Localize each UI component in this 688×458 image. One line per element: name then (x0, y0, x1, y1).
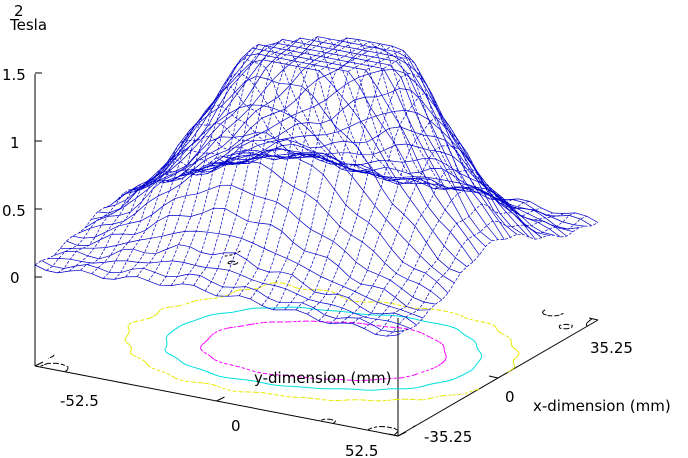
y-tick-label: -52.5 (60, 392, 99, 410)
surface-grid-line (261, 43, 462, 306)
surface-grid-line (397, 222, 599, 336)
surface-grid-line (228, 152, 592, 227)
y-tick-mark (397, 431, 407, 437)
surface-grid-line (159, 58, 360, 286)
surface-grid-line (204, 36, 406, 292)
surface-grid-line (352, 168, 553, 324)
surface-grid-line (159, 46, 524, 235)
surface-grid-line (103, 59, 468, 267)
contour-map (38, 250, 593, 436)
surface-grid-line (114, 123, 315, 280)
surface-grid-line (46, 149, 247, 271)
y-tick-mark (34, 361, 44, 367)
surface-grid-line (178, 110, 543, 238)
surface-grid-line (91, 149, 292, 274)
y-tick-label: 0 (231, 417, 241, 435)
surface-grid-line (307, 72, 508, 315)
z-tick-label: 0.5 (2, 202, 26, 220)
contour-line (200, 320, 447, 381)
surface-grid-line (122, 44, 486, 247)
contour-line (38, 250, 593, 436)
surface-grid-line (272, 45, 474, 311)
surface-grid-line (341, 145, 542, 324)
surface-grid-line (295, 57, 496, 311)
z-tick-label: 1 (10, 134, 20, 152)
x-tick-label: 35.25 (590, 339, 633, 357)
floor-frame (34, 317, 599, 437)
surface-grid-line (182, 38, 383, 284)
x-axis-label: x-dimension (mm) (533, 397, 671, 415)
surface-grid-line (148, 73, 349, 282)
surface-grid-line (216, 153, 580, 230)
surface-grid-line (284, 50, 485, 311)
surface-grid-line (193, 37, 394, 286)
surface-grid-line (125, 104, 326, 278)
surface-mesh (34, 36, 599, 337)
surface-grid-line (234, 149, 599, 223)
surface-grid-line (375, 203, 576, 335)
surface-grid-line (184, 126, 549, 236)
x-tick-mark (388, 433, 399, 437)
surface-grid-line (136, 86, 338, 277)
z-axis (34, 72, 42, 366)
surface-grid-line (91, 104, 455, 284)
surface-grid-line (80, 154, 281, 271)
surface-grid-line (363, 189, 565, 329)
contour-line (164, 306, 483, 391)
surface-grid-line (329, 116, 530, 325)
surface-grid-line (57, 150, 258, 274)
surface-grid-line (250, 41, 451, 300)
x-tick-mark (488, 375, 499, 379)
surface-grid-line (238, 39, 440, 296)
surface-grid-line (209, 153, 574, 233)
surface-grid-line (227, 37, 428, 297)
y-tick-mark (216, 396, 225, 402)
surface-grid-line (59, 230, 424, 319)
contour-line (124, 282, 520, 402)
x-tick-mark (588, 317, 599, 321)
surface-grid-line (191, 143, 555, 236)
surface-grid-line (34, 264, 399, 337)
surface-grid-line (170, 44, 372, 286)
surface-grid-line (318, 92, 519, 321)
x-tick-label: 0 (505, 388, 515, 406)
surface-grid-line (166, 68, 530, 238)
surface-grid-line (97, 75, 461, 274)
z-axis-unit-label: Tesla (9, 16, 47, 34)
z-axis-unit-superscript: 2 (14, 2, 24, 20)
surface-grid-line (72, 184, 436, 305)
z-tick-label: 0 (10, 269, 20, 287)
x-tick-label: -35.25 (424, 428, 472, 446)
y-axis-label: y-dimension (mm) (254, 369, 391, 387)
surface-grid-line (216, 38, 417, 297)
y-tick-label: 52.5 (345, 442, 378, 458)
surface-grid-line (34, 151, 236, 266)
z-tick-label: 1.5 (2, 66, 26, 84)
